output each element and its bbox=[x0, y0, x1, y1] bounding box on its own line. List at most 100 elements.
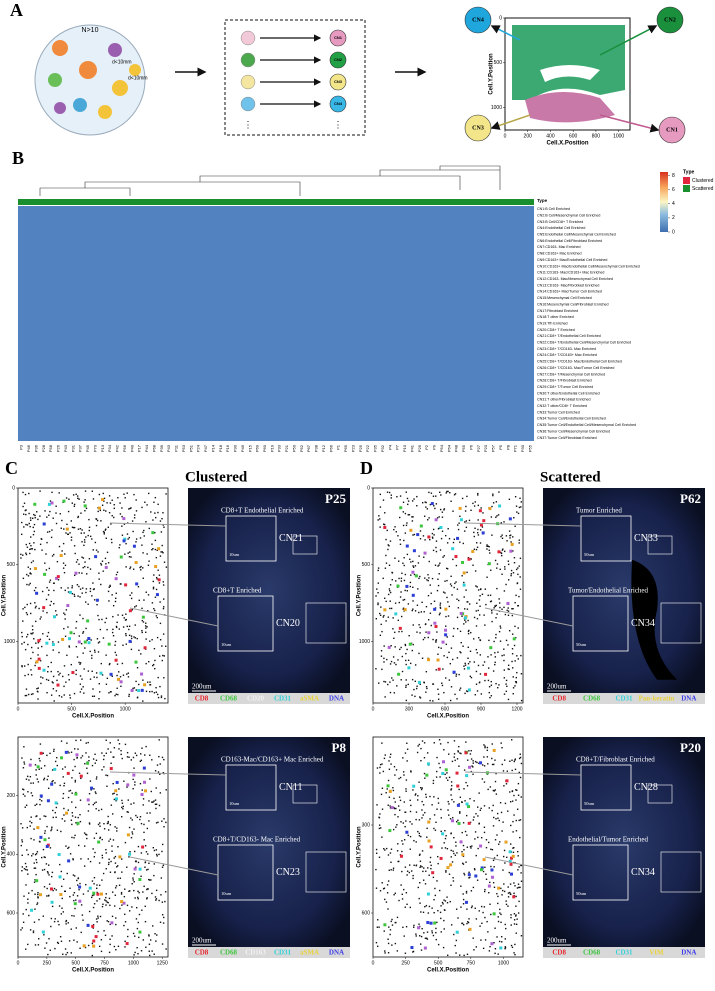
cell-dot bbox=[504, 677, 505, 678]
cell-dot bbox=[94, 903, 95, 904]
cell-dot bbox=[413, 689, 414, 690]
cell-dot bbox=[457, 917, 458, 918]
cell-dot bbox=[505, 938, 506, 939]
cell-dot bbox=[435, 495, 436, 496]
cell-dot bbox=[140, 569, 141, 570]
cell-dot bbox=[512, 550, 513, 551]
cell-dot bbox=[146, 691, 147, 692]
cell-dot bbox=[53, 583, 54, 584]
cell-dot bbox=[436, 659, 439, 662]
cell-dot bbox=[500, 569, 501, 570]
cell-dot bbox=[448, 652, 449, 653]
cell-dot bbox=[488, 507, 491, 510]
cell-dot bbox=[105, 563, 106, 564]
cell-dot bbox=[34, 590, 35, 591]
cell-dot bbox=[120, 513, 121, 514]
cell-dot bbox=[392, 572, 393, 573]
cell-dot bbox=[51, 827, 52, 828]
cell-dot bbox=[105, 654, 106, 655]
cell-dot bbox=[51, 529, 52, 530]
cell-dot bbox=[37, 765, 40, 768]
cell-dot bbox=[159, 805, 160, 806]
cell-dot bbox=[461, 642, 462, 643]
cell-dot bbox=[471, 558, 472, 559]
cell-dot bbox=[46, 516, 47, 517]
cell-dot bbox=[110, 838, 111, 839]
cell-dot bbox=[52, 555, 53, 556]
cell-dot bbox=[100, 629, 101, 630]
cell-dot bbox=[135, 681, 136, 682]
cell-dot bbox=[34, 805, 35, 806]
cell-dot bbox=[134, 781, 135, 782]
y-tick-label: 400 bbox=[7, 852, 16, 858]
cell-dot bbox=[485, 604, 486, 605]
cell-dot bbox=[521, 881, 522, 882]
cell-dot bbox=[388, 854, 389, 855]
cell-dot bbox=[37, 698, 38, 699]
cell-dot bbox=[100, 584, 101, 585]
cell-dot bbox=[404, 580, 405, 581]
x-tick-label: 600 bbox=[569, 133, 578, 139]
column-label: P53 bbox=[181, 444, 186, 452]
cell-dot bbox=[132, 774, 135, 777]
cell-dot bbox=[400, 495, 401, 496]
cell-dot bbox=[430, 857, 431, 858]
cell-dot bbox=[35, 660, 38, 663]
cell-dot bbox=[475, 570, 476, 571]
cell-dot bbox=[149, 755, 150, 756]
cell-dot bbox=[462, 923, 463, 924]
column-label: P4 bbox=[387, 444, 392, 450]
cell-dot bbox=[105, 897, 106, 898]
cell-dot bbox=[406, 743, 407, 744]
cell-dot bbox=[81, 643, 82, 644]
column-label: P44 bbox=[144, 444, 149, 452]
cell-dot bbox=[105, 774, 106, 775]
cell-dot bbox=[520, 777, 521, 778]
panel-title: Scattered bbox=[540, 469, 601, 485]
cell-dot bbox=[159, 686, 160, 687]
cell-dot bbox=[92, 765, 93, 766]
cell-dot bbox=[20, 554, 21, 555]
cell-dot bbox=[26, 636, 27, 637]
cell-dot bbox=[518, 658, 519, 659]
cell-dot bbox=[451, 781, 452, 782]
column-label: P36 bbox=[33, 444, 38, 452]
cell-dot bbox=[427, 867, 428, 868]
cell-dot bbox=[160, 520, 161, 521]
cell-dot bbox=[516, 677, 517, 678]
cell-dot bbox=[111, 845, 112, 846]
cell-dot bbox=[42, 610, 43, 611]
cell-dot bbox=[418, 681, 421, 684]
cell-dot bbox=[503, 770, 504, 771]
cell-dot bbox=[508, 615, 509, 616]
column-label: P26 bbox=[56, 444, 61, 452]
cell-dot bbox=[497, 855, 498, 856]
cell-dot bbox=[27, 873, 28, 874]
cell-dot bbox=[82, 618, 83, 619]
cell-dot bbox=[427, 658, 430, 661]
cell-dot bbox=[476, 610, 477, 611]
cell-dot bbox=[413, 624, 414, 625]
cell-dot bbox=[30, 776, 31, 777]
cell-dot bbox=[128, 696, 129, 697]
cell-dot bbox=[391, 661, 392, 662]
marker-label: CD20 bbox=[247, 695, 265, 703]
cell-dot bbox=[379, 518, 380, 519]
x-tick-label: 600 bbox=[441, 706, 450, 712]
cell-dot bbox=[399, 506, 402, 509]
cell-dot bbox=[114, 857, 115, 858]
cell-dot bbox=[67, 859, 70, 862]
cell-dot bbox=[446, 777, 447, 778]
cell-dot bbox=[489, 697, 490, 698]
cell-dot bbox=[478, 505, 479, 506]
cell-dot bbox=[478, 792, 479, 793]
cell-dot bbox=[101, 951, 102, 952]
cell-dot bbox=[130, 817, 131, 818]
cell-dot bbox=[98, 824, 99, 825]
cell-dot bbox=[459, 812, 460, 813]
cell-dot bbox=[502, 538, 503, 539]
cell-dot bbox=[159, 774, 160, 775]
cell-dot bbox=[51, 876, 52, 877]
cell-dot bbox=[376, 618, 377, 619]
cell-dot bbox=[149, 691, 150, 692]
